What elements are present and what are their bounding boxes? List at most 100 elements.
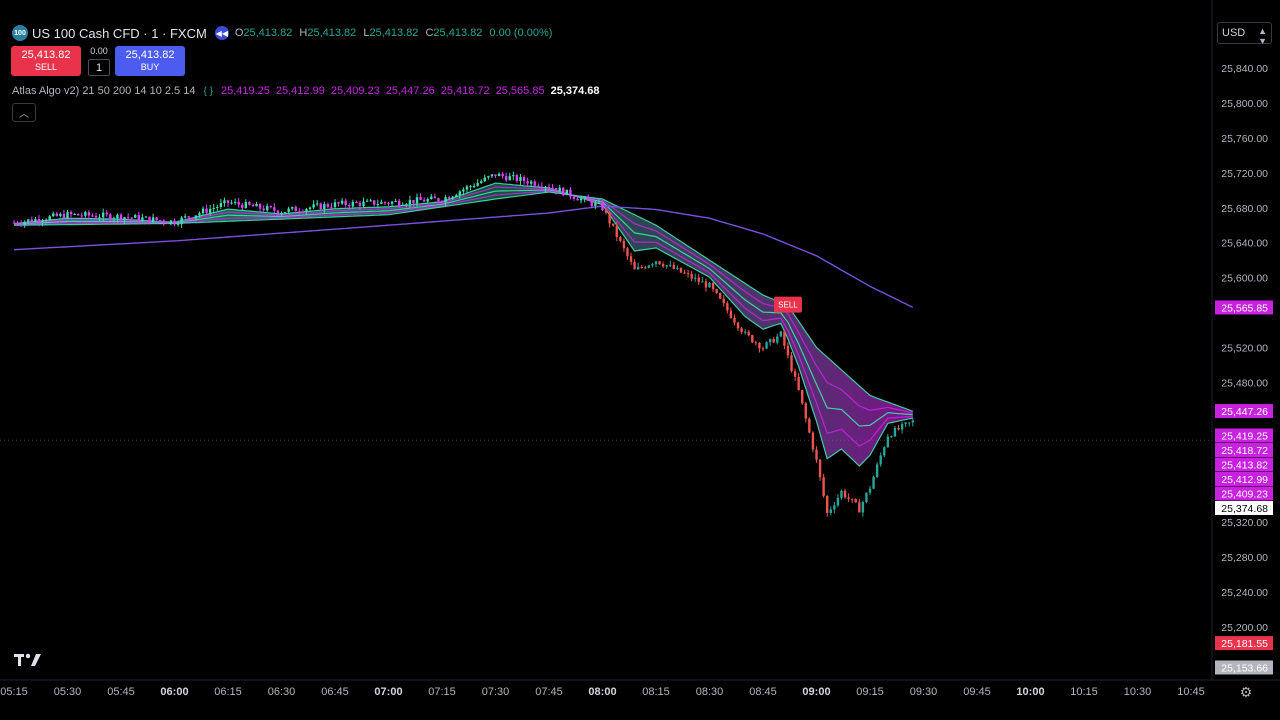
candle-body: [644, 267, 647, 269]
candle-body: [66, 212, 69, 219]
candle-body: [515, 175, 519, 181]
symbol-badge[interactable]: 100: [12, 25, 28, 41]
candle-body: [797, 376, 800, 390]
symbol-title[interactable]: US 100 Cash CFD · 1 · FXCM: [32, 25, 207, 41]
candle-body: [398, 200, 401, 206]
currency-value: USD: [1222, 27, 1246, 39]
indicator-legend[interactable]: Atlas Algo v2) 21 50 200 14 10 2.5 14 { …: [12, 84, 600, 98]
candle-body: [740, 328, 743, 333]
candle-body: [879, 455, 882, 465]
candle-body: [233, 201, 237, 203]
candle-body: [829, 509, 832, 513]
candle-body: [291, 207, 294, 209]
candle-body: [305, 209, 308, 212]
candle-body: [166, 222, 169, 224]
candle-body: [597, 203, 601, 205]
price-axis-tick: 25,520.00: [1221, 343, 1268, 355]
candle-body: [340, 200, 344, 204]
candle-body: [850, 498, 854, 500]
candle-body: [59, 213, 62, 216]
candle-body: [533, 181, 536, 186]
candle-body: [801, 389, 804, 404]
candle-body: [562, 187, 565, 196]
candle-body: [558, 187, 561, 192]
candle-body: [451, 196, 454, 199]
price-axis-tick: 25,840.00: [1221, 63, 1268, 75]
candle-body: [736, 322, 740, 329]
candle-body: [62, 213, 66, 219]
candle-body: [722, 298, 725, 304]
candle-body: [619, 236, 622, 241]
buy-button[interactable]: 25,413.82 BUY: [115, 46, 185, 76]
candle-body: [16, 222, 19, 224]
candle-body: [376, 203, 379, 205]
candle-body: [30, 219, 34, 222]
candle-body: [865, 492, 868, 503]
candle-body: [793, 371, 797, 377]
candle-body: [419, 197, 422, 200]
candle-body: [733, 318, 736, 323]
candle-body: [312, 204, 315, 208]
candle-body: [173, 220, 176, 225]
candle-body: [326, 204, 330, 207]
indicator-name[interactable]: Atlas Algo v2) 21 50 200 14 10 2.5 14: [12, 85, 196, 97]
candle-body: [512, 175, 515, 177]
candle-body: [362, 201, 365, 206]
time-axis-tick: 09:00: [802, 686, 830, 698]
candle-body: [273, 207, 276, 211]
time-axis-tick: 09:45: [963, 686, 991, 698]
indicator-value: 25,412.99: [275, 85, 325, 97]
candle-body: [144, 216, 148, 218]
candle-body: [579, 198, 583, 201]
time-axis-tick: 08:45: [749, 686, 777, 698]
candle-body: [258, 203, 262, 209]
candle-body: [426, 199, 429, 202]
price-axis-tick: 25,760.00: [1221, 133, 1268, 145]
candle-body: [897, 427, 900, 430]
price-label-box: [1215, 471, 1273, 486]
candle-body: [572, 196, 576, 199]
code-braces-icon[interactable]: { }: [203, 85, 213, 97]
tradingview-logo-icon[interactable]: [14, 652, 42, 668]
candle-body: [262, 208, 265, 211]
candle-body: [768, 338, 772, 343]
candle-body: [280, 212, 283, 214]
candle-body: [276, 210, 280, 214]
candle-body: [747, 331, 750, 336]
chevron-down-icon: ▲ ▼: [1258, 26, 1267, 46]
currency-select[interactable]: USD ▲ ▼: [1217, 22, 1272, 46]
candle-body: [337, 202, 340, 204]
candle-body: [73, 213, 76, 215]
chevron-up-icon[interactable]: ︿: [12, 103, 36, 122]
candle-body: [679, 267, 683, 273]
gear-icon[interactable]: ⚙: [1239, 683, 1253, 700]
candle-body: [900, 423, 904, 430]
candle-body: [44, 220, 48, 222]
sell-price: 25,413.82: [21, 49, 71, 61]
candle-body: [569, 189, 572, 197]
price-axis-tick: 25,240.00: [1221, 587, 1268, 599]
quantity-field[interactable]: 1: [88, 59, 110, 76]
high-label: H: [299, 27, 308, 39]
price-axis-tick: 25,600.00: [1221, 273, 1268, 285]
candle-body: [911, 420, 914, 423]
candle-body: [786, 345, 790, 356]
candle-body: [683, 272, 686, 274]
candle-body: [401, 205, 404, 207]
candle-body: [201, 208, 205, 214]
candle-body: [455, 195, 458, 197]
candle-body: [176, 223, 180, 225]
candle-body: [440, 201, 444, 203]
candle-body: [294, 207, 297, 212]
time-axis-tick: 07:30: [482, 686, 510, 698]
candle-body: [41, 221, 44, 223]
candle-body: [37, 219, 41, 223]
candle-body: [686, 273, 690, 275]
candle-body: [483, 177, 486, 182]
rewind-icon[interactable]: ◀◀: [214, 26, 229, 40]
open-label: O: [234, 27, 244, 39]
candle-body: [415, 197, 419, 204]
sell-button[interactable]: 25,413.82 SELL: [11, 46, 81, 76]
candle-body: [522, 177, 526, 182]
